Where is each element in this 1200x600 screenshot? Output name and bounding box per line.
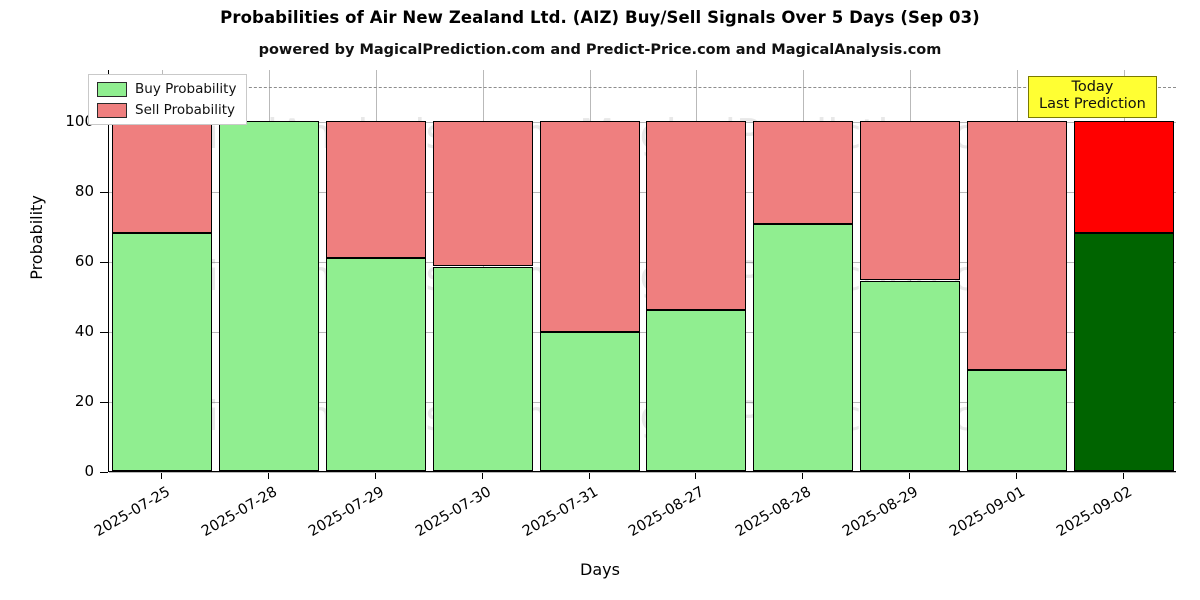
bar-group-2025-07-28[interactable] (219, 69, 320, 471)
bar-group-2025-09-02[interactable] (1073, 69, 1174, 471)
legend-label-buy: Buy Probability (135, 81, 237, 97)
y-tick-mark-80 (100, 192, 108, 194)
bar-segment-sell[interactable] (860, 121, 960, 281)
bar-segment-sell[interactable] (112, 121, 213, 234)
x-tick-mark-2025-08-29 (909, 472, 910, 479)
today-annotation-line2: Last Prediction (1039, 96, 1146, 113)
x-tick-label-2025-07-28: 2025-07-28 (199, 484, 281, 540)
y-tick-label-20: 20 (74, 392, 94, 411)
bar-segment-sell[interactable] (326, 121, 426, 258)
y-tick-mark-60 (100, 262, 108, 264)
x-tick-mark-2025-08-27 (695, 472, 697, 479)
bar-segment-buy[interactable] (966, 369, 1067, 471)
bar-segment-buy[interactable] (219, 121, 320, 471)
bar-segment-buy[interactable] (112, 233, 213, 471)
bar-group-2025-08-28[interactable] (753, 69, 854, 471)
bar-segment-sell[interactable] (646, 121, 747, 311)
legend-item-sell[interactable]: Sell Probability (97, 102, 236, 118)
bar-group-2025-07-29[interactable] (326, 69, 426, 471)
y-tick-label-40: 40 (74, 322, 94, 341)
x-tick-mark-2025-09-02 (1122, 472, 1124, 479)
y-tick-mark-20 (100, 402, 108, 404)
x-tick-label-2025-07-31: 2025-07-31 (519, 484, 601, 540)
legend-item-buy[interactable]: Buy Probability (97, 81, 236, 97)
chart-title: Probabilities of Air New Zealand Ltd. (A… (220, 8, 980, 27)
bar-segment-sell[interactable] (432, 121, 533, 267)
bar-segment-buy[interactable] (753, 223, 854, 471)
gridline-y-20 (109, 402, 1176, 404)
legend-swatch-sell (97, 102, 127, 118)
reference-dashed-line (109, 87, 1176, 89)
gridline-y-100 (109, 122, 1176, 124)
x-tick-label-2025-09-02: 2025-09-02 (1053, 484, 1135, 540)
y-tick-label-0: 0 (84, 462, 94, 480)
x-tick-label-2025-08-28: 2025-08-28 (733, 484, 815, 540)
x-tick-mark-2025-08-28 (802, 472, 804, 479)
x-axis-title: Days (580, 560, 620, 579)
bar-group-2025-07-30[interactable] (432, 69, 533, 471)
bar-segment-buy[interactable] (539, 332, 640, 471)
y-tick-label-100: 100 (65, 112, 94, 131)
bar-segment-buy[interactable] (1073, 233, 1174, 471)
x-tick-label-2025-07-25: 2025-07-25 (92, 484, 174, 540)
bar-group-2025-08-29[interactable] (860, 69, 960, 471)
bar-group-2025-08-27[interactable] (646, 69, 747, 471)
x-tick-label-2025-08-29: 2025-08-29 (840, 484, 921, 540)
bar-segment-sell[interactable] (753, 121, 854, 224)
legend-swatch-buy (97, 81, 127, 97)
bar-group-2025-07-25[interactable] (112, 69, 213, 471)
x-tick-mark-2025-07-30 (481, 472, 483, 479)
y-tick-mark-40 (100, 332, 108, 334)
bar-segment-sell[interactable] (1073, 121, 1174, 234)
x-tick-label-2025-07-30: 2025-07-30 (412, 484, 494, 540)
bar-segment-sell[interactable] (966, 121, 1067, 370)
plot-area: MagicalAnalysis.comMagicalPrediction.com… (108, 69, 1176, 473)
bar-segment-buy[interactable] (646, 310, 747, 471)
bar-group-2025-09-01[interactable] (966, 69, 1067, 471)
bar-group-2025-07-31[interactable] (539, 69, 640, 471)
chart-legend: Buy Probability Sell Probability (88, 74, 248, 125)
x-tick-label-2025-09-01: 2025-09-01 (946, 484, 1028, 540)
bar-segment-buy[interactable] (432, 266, 533, 471)
bar-segment-sell[interactable] (539, 121, 640, 333)
today-annotation-line1: Today (1071, 79, 1114, 95)
x-tick-mark-2025-07-25 (161, 472, 163, 479)
gridline-y-40 (109, 332, 1176, 334)
gridline-y-0 (109, 472, 1176, 473)
y-tick-label-80: 80 (74, 182, 94, 201)
legend-label-sell: Sell Probability (135, 102, 236, 118)
x-tick-mark-2025-07-28 (268, 472, 270, 479)
gridline-y-80 (109, 192, 1176, 194)
x-tick-label-2025-07-29: 2025-07-29 (306, 484, 387, 540)
bar-segment-buy[interactable] (326, 257, 426, 471)
x-tick-mark-2025-09-01 (1015, 472, 1017, 479)
bar-segment-buy[interactable] (860, 280, 960, 471)
today-annotation: Today Last Prediction (1028, 76, 1157, 119)
y-tick-mark-0 (100, 472, 108, 473)
x-tick-label-2025-08-27: 2025-08-27 (626, 484, 708, 540)
x-tick-mark-2025-07-29 (375, 472, 376, 479)
x-tick-mark-2025-07-31 (588, 472, 590, 479)
chart-subtitle: powered by MagicalPrediction.com and Pre… (258, 42, 942, 58)
gridline-y-60 (109, 262, 1176, 264)
y-tick-label-60: 60 (74, 252, 94, 271)
